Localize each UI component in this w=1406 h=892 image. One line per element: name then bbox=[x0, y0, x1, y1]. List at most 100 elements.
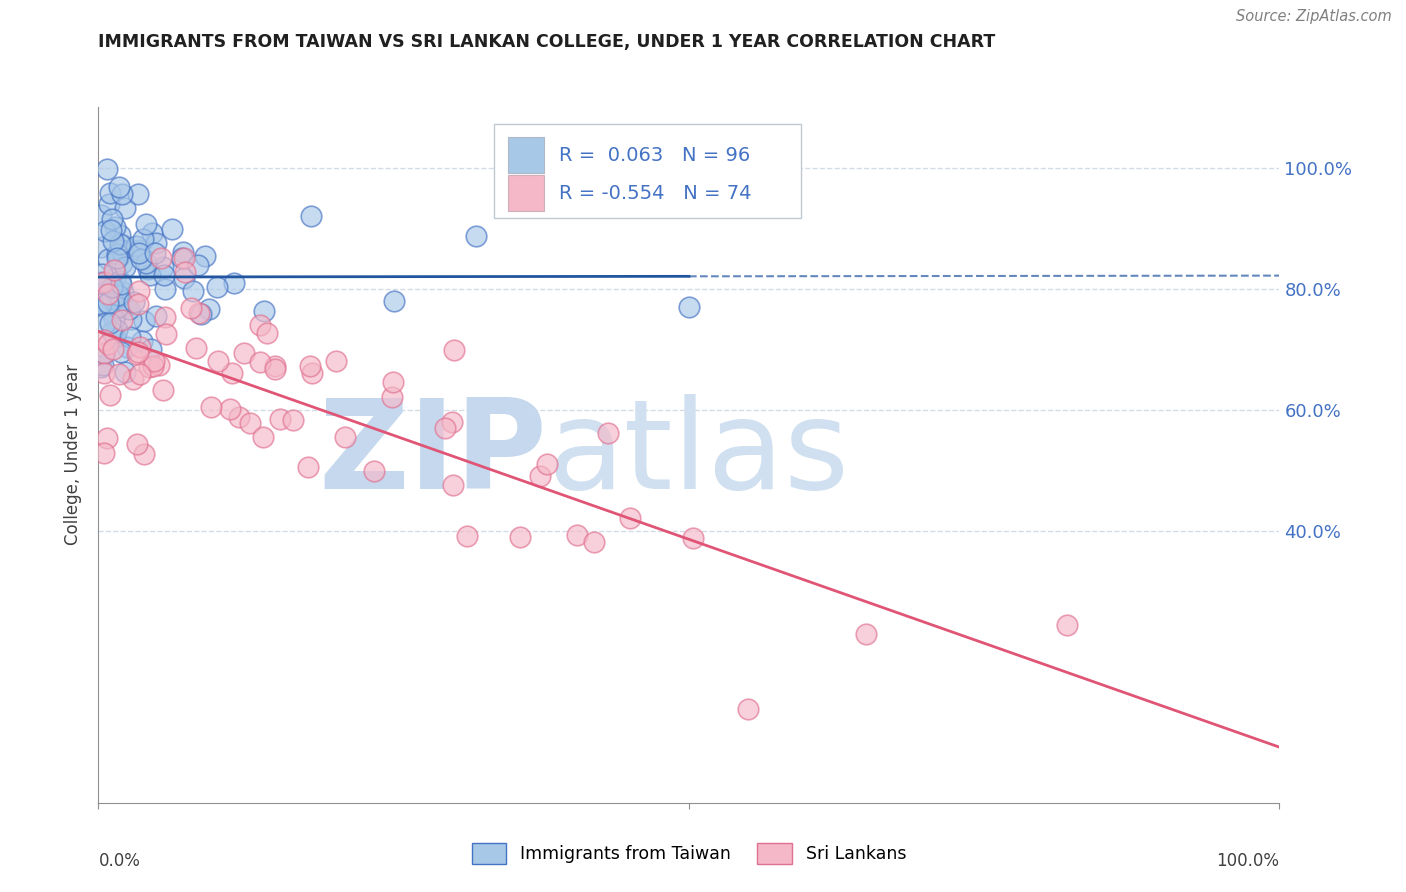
Point bbox=[127, 186, 149, 201]
Point bbox=[598, 425, 620, 440]
Point bbox=[90, 239, 112, 253]
Point bbox=[619, 511, 641, 525]
Point bbox=[207, 354, 229, 368]
Text: R = -0.554   N = 74: R = -0.554 N = 74 bbox=[560, 184, 752, 202]
Point bbox=[264, 359, 287, 373]
Point bbox=[180, 301, 202, 315]
Point bbox=[129, 341, 152, 355]
Point bbox=[263, 362, 285, 376]
Point bbox=[135, 217, 157, 231]
Point bbox=[253, 304, 276, 318]
Point bbox=[98, 317, 121, 331]
Legend: Immigrants from Taiwan, Sri Lankans: Immigrants from Taiwan, Sri Lankans bbox=[464, 836, 914, 871]
Point bbox=[108, 274, 131, 288]
Point bbox=[100, 280, 122, 294]
Point bbox=[101, 212, 124, 227]
Point bbox=[90, 275, 112, 289]
Point bbox=[128, 244, 150, 258]
Point bbox=[136, 261, 159, 276]
Point bbox=[115, 340, 138, 354]
Point bbox=[117, 301, 139, 316]
Point bbox=[100, 292, 122, 306]
Point bbox=[174, 265, 197, 279]
Point bbox=[104, 271, 127, 285]
Point bbox=[382, 293, 405, 308]
Point bbox=[855, 627, 877, 641]
Text: Source: ZipAtlas.com: Source: ZipAtlas.com bbox=[1236, 9, 1392, 24]
FancyBboxPatch shape bbox=[508, 175, 544, 211]
Point bbox=[381, 391, 404, 405]
Point bbox=[363, 464, 385, 478]
Point bbox=[98, 197, 121, 211]
Point bbox=[93, 358, 115, 372]
Point bbox=[108, 180, 131, 194]
Point bbox=[103, 234, 125, 248]
Point bbox=[141, 342, 163, 356]
Point bbox=[381, 376, 404, 390]
Point bbox=[96, 285, 118, 299]
Point bbox=[239, 417, 262, 431]
Point bbox=[108, 289, 131, 303]
Point bbox=[90, 267, 112, 281]
Point bbox=[155, 282, 177, 296]
Point bbox=[131, 334, 153, 349]
Point bbox=[94, 224, 117, 238]
Point bbox=[90, 276, 112, 290]
Point bbox=[232, 346, 254, 360]
Point bbox=[194, 249, 217, 263]
Point bbox=[219, 401, 242, 416]
Point bbox=[94, 316, 117, 330]
Point bbox=[120, 330, 142, 344]
Point bbox=[134, 447, 156, 461]
Point bbox=[110, 293, 132, 307]
Text: R =  0.063   N = 96: R = 0.063 N = 96 bbox=[560, 145, 751, 164]
Point bbox=[433, 420, 456, 434]
Point bbox=[325, 353, 347, 368]
Point bbox=[152, 268, 174, 282]
Point bbox=[103, 311, 125, 326]
Point bbox=[456, 529, 478, 543]
Point bbox=[441, 415, 464, 429]
Point bbox=[104, 219, 127, 234]
Point bbox=[90, 359, 112, 374]
FancyBboxPatch shape bbox=[508, 137, 544, 173]
Point bbox=[172, 244, 194, 259]
Point bbox=[333, 430, 356, 444]
Point bbox=[128, 245, 150, 260]
Point bbox=[110, 236, 132, 251]
Point bbox=[299, 210, 322, 224]
Point bbox=[301, 366, 323, 380]
Point bbox=[111, 313, 134, 327]
Point bbox=[127, 344, 149, 359]
Point bbox=[108, 251, 131, 265]
Point bbox=[93, 366, 115, 380]
Point bbox=[299, 359, 322, 373]
Point bbox=[132, 232, 155, 246]
Point bbox=[108, 228, 131, 243]
Point bbox=[114, 365, 136, 379]
Point bbox=[249, 354, 271, 368]
Point bbox=[96, 432, 118, 446]
Point bbox=[256, 326, 278, 341]
Point bbox=[249, 318, 271, 332]
Point bbox=[105, 247, 128, 261]
Text: 100.0%: 100.0% bbox=[1216, 852, 1279, 870]
Text: 0.0%: 0.0% bbox=[98, 852, 141, 870]
Point bbox=[678, 301, 700, 315]
Point bbox=[583, 535, 606, 549]
Point bbox=[112, 285, 135, 299]
Point bbox=[143, 246, 166, 260]
Point bbox=[93, 345, 115, 359]
Point bbox=[120, 312, 142, 326]
Point bbox=[107, 251, 129, 265]
Point bbox=[148, 358, 170, 372]
Point bbox=[139, 268, 162, 283]
Point bbox=[222, 276, 245, 290]
Point bbox=[93, 446, 115, 460]
Point bbox=[281, 412, 304, 426]
Point bbox=[197, 301, 219, 316]
Point bbox=[173, 252, 195, 266]
Point bbox=[737, 702, 759, 716]
Point bbox=[98, 388, 121, 402]
Point bbox=[93, 276, 115, 290]
